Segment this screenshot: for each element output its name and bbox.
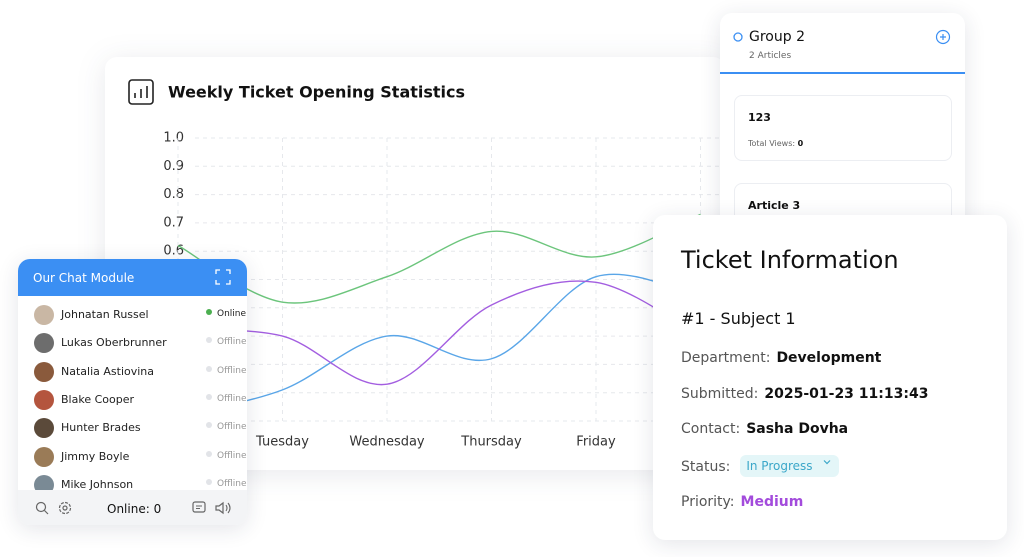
chart-title: Weekly Ticket Opening Statistics — [168, 83, 465, 102]
user-row[interactable]: Lukas Oberbrunner Offline — [18, 329, 247, 357]
field-value[interactable]: In Progress — [740, 454, 839, 477]
x-tick-label: Thursday — [460, 435, 522, 450]
y-tick-label: 0.6 — [163, 244, 184, 259]
status-text: Offline — [217, 478, 247, 489]
y-tick-label: 1.0 — [163, 131, 184, 146]
x-tick-label: Tuesday — [255, 435, 309, 450]
ticket-field: Department: Development — [681, 350, 881, 366]
add-button[interactable] — [935, 29, 951, 45]
field-label: Department: — [681, 350, 771, 366]
x-tick-label: Friday — [576, 435, 616, 450]
messages-button[interactable] — [192, 501, 206, 515]
avatar — [34, 474, 54, 495]
views-value: 0 — [797, 139, 804, 148]
group-subtitle: 2 Articles — [749, 51, 792, 61]
status-dot — [206, 337, 212, 344]
ticket-subject: #1 - Subject 1 — [681, 309, 796, 328]
group-title: Group 2 — [749, 29, 805, 45]
user-row[interactable]: Hunter Brades Offline — [18, 414, 247, 442]
status-dot — [206, 478, 212, 485]
status-text: Offline — [217, 393, 247, 404]
article-title: 123 — [748, 111, 771, 124]
status-dot — [206, 422, 212, 429]
data-line — [177, 213, 701, 304]
avatar — [34, 361, 54, 382]
field-label: Priority: — [681, 494, 735, 510]
article-views: Total Views: 0 — [748, 139, 803, 148]
status-text: Offline — [217, 450, 247, 461]
user-row[interactable]: Jimmy Boyle Offline — [18, 443, 247, 471]
data-line — [177, 280, 701, 386]
chat-title: Our Chat Module — [33, 271, 135, 285]
status-chevron — [823, 458, 831, 469]
y-tick-label: 0.9 — [163, 159, 184, 174]
user-name: Hunter Brades — [61, 421, 141, 435]
user-status: Offline — [206, 365, 247, 376]
online-count: Online: 0 — [107, 502, 162, 516]
group-underline — [720, 72, 965, 74]
status-text: Offline — [217, 422, 247, 433]
status-dot — [206, 365, 212, 372]
status-dot — [206, 309, 212, 315]
avatar — [34, 446, 54, 467]
status-text: Offline — [217, 337, 247, 348]
chat-footer — [18, 490, 247, 525]
user-name: Mike Johnson — [61, 477, 134, 491]
user-name: Natalia Astiovina — [61, 364, 155, 378]
sound-button[interactable] — [215, 501, 231, 515]
user-status: Offline — [206, 337, 247, 347]
field-value: 2025-01-23 11:13:43 — [764, 385, 929, 402]
article-card[interactable]: 123 Total Views: 0 — [734, 95, 952, 161]
chart-icon — [128, 79, 154, 105]
ticket-field: Status: In Progress — [681, 454, 839, 477]
field-label: Submitted: — [681, 385, 759, 402]
avatar — [34, 389, 54, 410]
user-status: Offline — [206, 422, 247, 432]
field-label: Contact: — [681, 421, 741, 437]
status-dot — [206, 393, 212, 400]
status-dot — [206, 450, 212, 457]
ticket-card: Ticket Information #1 - Subject 1 Depart… — [653, 215, 1007, 540]
field-value: Sasha Dovha — [746, 421, 849, 437]
group-icon — [733, 32, 743, 42]
status-text: Offline — [217, 365, 247, 376]
field-value: Medium — [740, 494, 804, 510]
article-title: Article 3 — [748, 199, 801, 212]
user-row[interactable]: Mike Johnson Offline — [18, 471, 247, 499]
avatar — [34, 418, 54, 439]
user-row[interactable]: Natalia Astiovina Offline — [18, 358, 247, 386]
settings-button[interactable] — [58, 501, 72, 515]
y-tick-label: 0.8 — [163, 187, 184, 202]
chevron-icon — [823, 459, 830, 464]
expand-button[interactable] — [215, 269, 231, 285]
status-text: Online — [217, 309, 247, 319]
user-name: Johnatan Russel — [61, 308, 149, 321]
avatar — [34, 305, 54, 325]
user-status: Offline — [206, 478, 247, 489]
user-row[interactable]: Blake Cooper Offline — [18, 386, 247, 414]
views-label: Total Views: — [748, 139, 796, 148]
chat-module: Our Chat Module Johnatan Russel Online Luk… — [18, 259, 247, 525]
user-status: Offline — [206, 393, 247, 404]
user-name: Blake Cooper — [61, 392, 134, 406]
user-name: Lukas Oberbrunner — [61, 336, 167, 350]
ticket-title: Ticket Information — [681, 246, 899, 274]
chat-header — [18, 259, 247, 296]
field-label: Status: — [681, 458, 731, 475]
ticket-field: Contact: Sasha Dovha — [681, 421, 848, 437]
field-value: Development — [776, 350, 882, 366]
user-row[interactable]: Johnatan Russel Online — [18, 301, 247, 329]
chart-icon-bars — [134, 86, 148, 98]
user-name: Jimmy Boyle — [61, 449, 130, 463]
search-button[interactable] — [35, 501, 49, 515]
user-status: Online — [206, 309, 246, 319]
avatar — [34, 333, 54, 354]
ticket-field: Priority: Medium — [681, 494, 803, 510]
ticket-field: Submitted: 2025-01-23 11:13:43 — [681, 386, 928, 402]
user-status: Offline — [206, 450, 247, 461]
y-tick-label: 0.7 — [163, 215, 184, 230]
x-tick-label: Wednesday — [349, 435, 425, 450]
